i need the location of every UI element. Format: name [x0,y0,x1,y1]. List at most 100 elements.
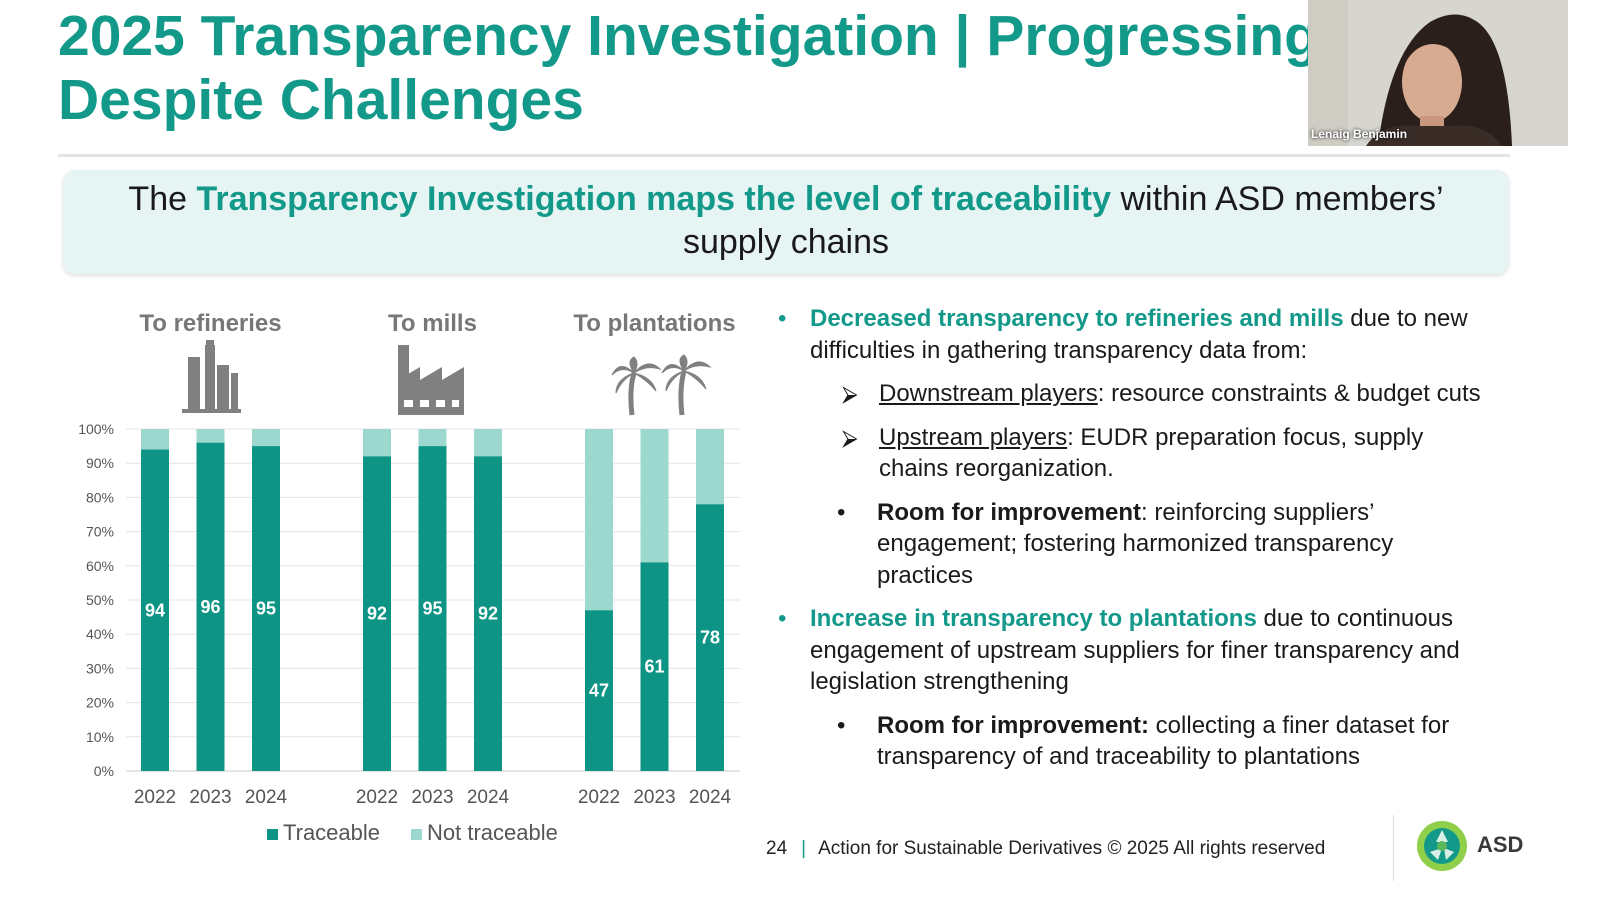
slide-footer: 24 | Action for Sustainable Derivatives © … [766,838,1325,860]
chart-legend: Traceable Not traceable [267,820,558,845]
bar-traceable [585,610,613,771]
x-tick-label: 2022 [356,787,398,808]
legend-swatch-traceable [267,829,278,840]
room-for-improvement-2: • Room for improvement: collecting a fin… [770,710,1495,773]
chart-data-labels: 94 96 95 92 95 92 47 61 78 [145,597,720,701]
bar-data-label: 96 [200,597,220,617]
finding-increased-text: due to continuous engagement of upstream… [810,605,1460,695]
room1-text: : reinforcing suppliers’ engagement; fos… [877,498,1394,589]
chart-y-axis: 0% 10% 20% 30% 40% 50% 60% 70% 80% 90% 100% [78,421,114,779]
upstream-label: Upstream players [879,423,1068,451]
bullet-dot: • [837,711,846,739]
arrow-bullet-icon: ⮚ [842,424,858,450]
bar-data-label: 95 [422,599,442,619]
chart-group-header: To refineries [139,310,281,337]
footer-divider [1393,815,1394,881]
y-tick-label: 20% [86,695,114,711]
findings-list: • Decreased transparency to refineries a… [770,303,1495,785]
bar-data-label: 47 [589,681,609,701]
bar-data-label: 92 [367,604,387,624]
page-number: 24 [766,838,788,859]
refinery-icon [182,340,241,413]
x-tick-label: 2024 [245,787,288,808]
y-tick-label: 0% [94,763,114,779]
x-tick-label: 2023 [189,787,231,808]
slide-title-line1: 2025 Transparency Investigation | Progre… [58,4,1308,68]
bar-not-traceable [363,429,391,457]
bullet-dot: • [837,498,846,526]
bar-not-traceable [141,429,169,450]
bar-not-traceable [418,429,447,447]
bar-data-label: 92 [478,604,498,624]
chart-group-header: To mills [388,310,477,337]
chart-group-icons [182,340,712,416]
finding-increased-transparency: • Increase in transparency to plantation… [770,603,1495,698]
x-tick-label: 2022 [134,787,176,808]
legend-label-traceable: Traceable [283,820,380,845]
bar-not-traceable [696,429,724,505]
bullet-dot: • [778,605,787,632]
bar-not-traceable [585,429,613,611]
slide-title-line2: Despite Challenges [58,68,584,132]
downstream-label: Downstream players [879,380,1098,407]
bar-traceable [474,456,502,771]
finding-decreased-highlight: Decreased transparency to refineries and… [810,305,1344,332]
room2-label: Room for improvement: [877,711,1150,739]
y-tick-label: 50% [86,592,114,608]
x-tick-label: 2023 [633,787,675,808]
finding-decreased-text: due to new difficulties in gathering tra… [810,305,1468,364]
bar-traceable [363,456,391,771]
y-tick-label: 60% [86,558,114,574]
bar-traceable [696,504,724,771]
finding-increased-highlight: Increase in transparency to plantations [810,605,1257,632]
sub-finding-downstream: ⮚ Downstream players: resource constrain… [770,378,1495,410]
finding-decreased-transparency: • Decreased transparency to refineries a… [770,303,1495,366]
downstream-text: : resource constraints & budget cuts [1097,380,1481,407]
traceability-chart: 0% 10% 20% 30% 40% 50% 60% 70% 80% 90% 100% To ref… [78,310,740,845]
legend-label-not-traceable: Not traceable [427,820,558,845]
chart-x-axis: 2022 2023 2024 2022 2023 2024 2022 2023 2024 [134,787,732,808]
bar-traceable [141,449,169,771]
bar-not-traceable [252,429,280,447]
arrow-bullet-icon: ⮚ [842,381,858,406]
x-tick-label: 2024 [467,787,510,808]
bar-traceable [252,446,280,771]
banner-highlight: Transparency Investigation maps the leve… [196,180,1112,218]
room-for-improvement-1: • Room for improvement: reinforcing supp… [770,497,1495,592]
footer-separator: | [801,838,807,859]
room1-label: Room for improvement [877,498,1142,526]
banner-text: The Transparency Investigation maps the … [63,170,1509,264]
upstream-text: : EUDR preparation focus, supply chains … [879,423,1424,483]
participant-name: Lenaig Benjamin [1311,127,1408,141]
y-tick-label: 30% [86,660,114,676]
bar-data-label: 95 [256,599,276,619]
title-divider [58,154,1510,157]
asd-logo-icon [1417,821,1467,871]
palm-trees-icon [611,354,712,416]
participant-video-frame [1308,0,1568,146]
banner-text-pre: The [128,180,197,218]
bar-traceable [640,562,669,771]
y-tick-label: 40% [86,626,114,642]
y-tick-label: 10% [86,729,114,745]
bar-data-label: 61 [644,657,664,677]
bar-traceable [196,442,225,771]
sub-finding-upstream: ⮚ Upstream players: EUDR preparation foc… [770,422,1495,485]
y-tick-label: 90% [86,455,114,471]
summary-banner: The Transparency Investigation maps the … [63,170,1509,274]
x-tick-label: 2023 [411,787,453,808]
y-tick-label: 100% [78,421,114,437]
participant-video-tile[interactable]: Lenaig Benjamin [1308,0,1568,146]
bar-not-traceable [474,429,502,457]
logo-text: ASD [1477,832,1524,857]
x-tick-label: 2022 [578,787,620,808]
y-tick-label: 70% [86,524,114,540]
factory-icon [398,345,464,415]
slide-title: 2025 Transparency Investigation | Progre… [58,4,1308,134]
bar-not-traceable [196,429,225,443]
bar-not-traceable [640,429,669,563]
bar-data-label: 78 [700,628,720,648]
chart-group-headers: To refineries To mills To plantations [139,310,735,337]
chart-bars [141,429,724,771]
chart-group-header: To plantations [573,310,735,337]
